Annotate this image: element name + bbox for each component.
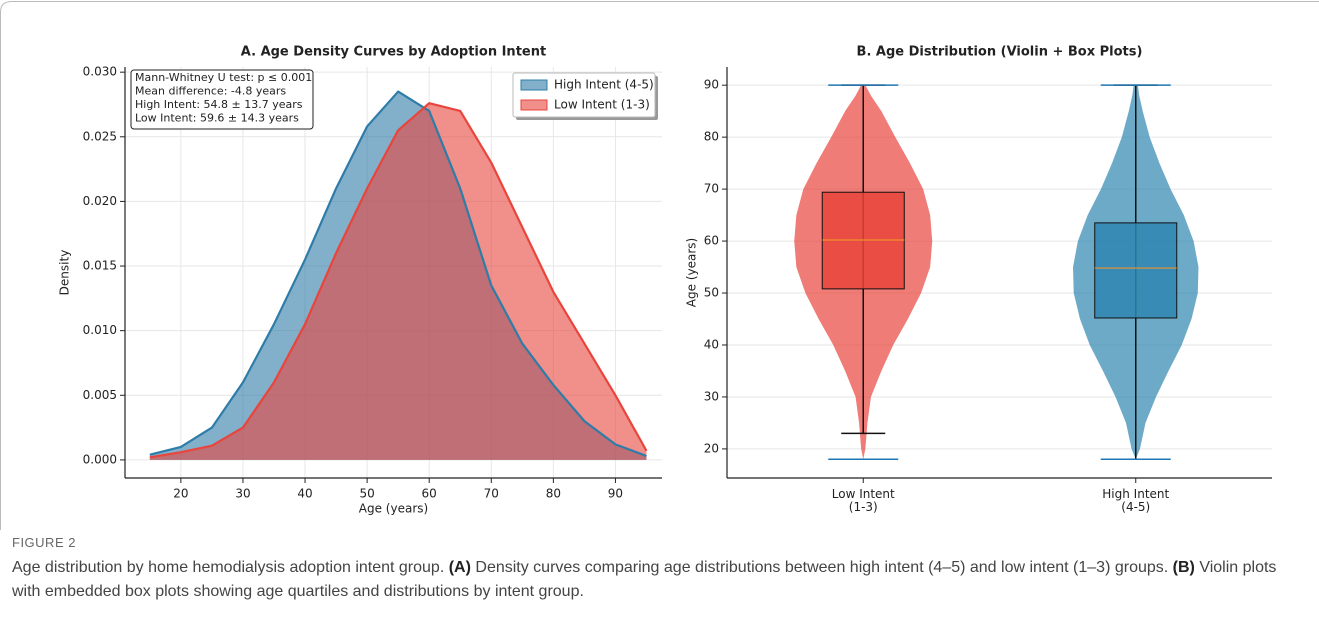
x-tick-label: 40 [297,487,312,501]
x-tick-label-line: High Intent [1102,487,1169,501]
caption-text: Age distribution by home hemodialysis ad… [12,556,1302,604]
figure: A. Age Density Curves by Adoption Intent… [0,1,1319,530]
x-tick-label: 20 [173,487,188,501]
y-tick-label: 0.015 [83,259,117,273]
annotation-line: Mean difference: -4.8 years [135,85,286,98]
caption-part: (A) [448,559,471,576]
y-tick-label: 20 [704,441,719,455]
x-tick-label: 60 [422,487,437,501]
x-tick-label: 70 [484,487,499,501]
y-tick-label: 40 [704,337,719,351]
caption-part: Density curves comparing age distributio… [470,559,1173,576]
legend-label: Low Intent (1-3) [554,98,650,112]
legend-swatch [520,99,548,111]
y-tick-label: 90 [704,78,719,92]
y-tick-label: 0.000 [83,452,117,466]
annotation-line: Low Intent: 59.6 ± 14.3 years [135,112,299,125]
caption-part: Age distribution by home hemodialysis ad… [12,559,449,576]
y-tick-label: 60 [704,234,719,248]
x-tick-label: 30 [235,487,250,501]
annotation-line: High Intent: 54.8 ± 13.7 years [135,98,303,111]
caption-part: Violin plots with embedded box plots sho… [12,559,1277,600]
frame-border [0,1,1319,530]
y-tick-label: 0.030 [83,65,117,79]
x-tick-label: High Intent (4-5) [1102,487,1169,514]
density-line [149,90,647,458]
annotation-line: Mann-Whitney U test: p ≤ 0.001 [135,71,312,84]
y-tick-label: 70 [704,182,719,196]
x-tick-label-line: (1-3) [849,500,878,514]
y-axis-label: Density [58,250,72,296]
x-tick-label: 80 [546,487,561,501]
caption-part: (B) [1172,559,1195,576]
legend-box [512,72,656,118]
chart-title: B. Age Distribution (Violin + Box Plots) [857,45,1143,60]
density-area [149,103,647,460]
x-tick-label: 50 [359,487,374,501]
x-axis-label: Age (years) [359,502,428,516]
legend-label: High Intent (4-5) [554,78,654,92]
y-tick-label: 0.010 [83,323,117,337]
y-tick-label: 50 [704,286,719,300]
chart-title: A. Age Density Curves by Adoption Intent [241,45,546,60]
density-line [149,102,648,459]
y-tick-label: 30 [704,389,719,403]
y-tick-label: 80 [704,130,719,144]
legend-swatch [520,79,548,91]
box [1094,222,1178,319]
x-tick-label-line: Low Intent [832,487,895,501]
y-axis-label: Age (years) [685,238,699,307]
y-tick-label: 0.020 [83,194,117,208]
x-tick-label: 90 [608,487,623,501]
y-tick-label: 0.005 [83,388,117,402]
annotation-box [130,69,314,130]
x-tick-label-line: (4-5) [1121,500,1150,514]
y-tick-label: 0.025 [83,129,117,143]
x-tick-label: Low Intent (1-3) [832,487,895,514]
caption-label: FIGURE 2 [12,535,76,550]
